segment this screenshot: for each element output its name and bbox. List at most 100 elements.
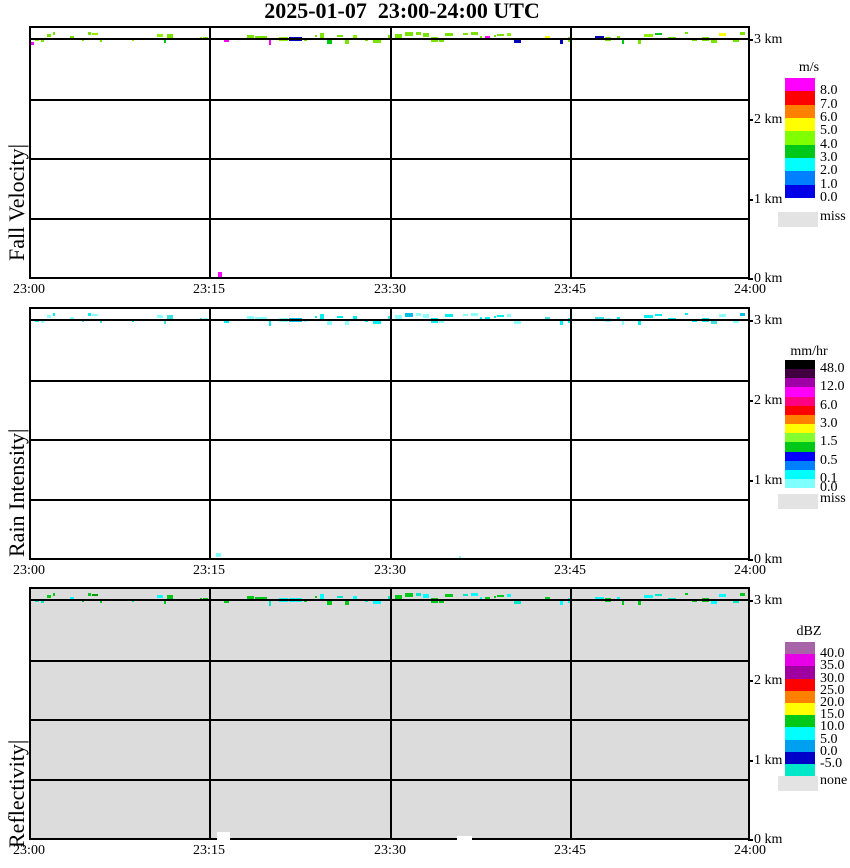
legend-miss-swatch [778,212,818,227]
x-tick-label: 24:00 [734,843,766,858]
echo-dot [388,596,390,599]
y-tick-label: 0 km [754,552,783,567]
legend-value-label: 8.0 [820,83,838,98]
legend-color-cell [785,118,815,131]
gridline-vertical [209,587,211,840]
echo-dot [327,40,332,44]
legend-miss-label: miss [820,491,846,506]
plot-border [29,26,750,279]
km-tick [748,480,753,482]
echo-dot [740,32,745,35]
gridline-vertical [209,26,211,279]
echo-dot [320,33,324,38]
legend-color-cell [785,145,815,158]
echo-dot [247,316,254,319]
x-tick-label: 23:45 [554,563,586,578]
echo-dot [560,320,563,325]
echo-dot [622,40,624,44]
legend-value-label: 48.0 [820,361,845,376]
echo-dot [471,32,478,35]
echo-dot [53,32,55,35]
legend-color-cell [785,740,815,752]
legend-value-label: -5.0 [820,756,843,771]
legend-value-label: 0.5 [820,453,838,468]
echo-dot [167,34,173,38]
km-tick [748,559,753,561]
legend-color-cell [785,387,815,397]
echo-dot [655,33,662,35]
echo-dot [47,34,51,37]
y-tick-label: 0 km [754,832,783,847]
echo-dot [53,313,55,316]
legend-miss-swatch [778,494,818,509]
legend-value-label: 30.0 [820,671,845,686]
echo-dot [327,321,332,325]
echo-dot [514,40,521,43]
gridline-horizontal [29,499,750,501]
km-tick [748,600,753,602]
echo-dot [692,320,697,322]
echo-dot [395,315,402,320]
echo-dot [255,317,267,319]
echo-dot [269,321,271,326]
gridline-horizontal [29,218,750,220]
echo-dot [719,33,726,36]
legend-color-cell [785,764,815,776]
legend-units-label: m/s [798,60,820,75]
x-tick-label: 23:00 [13,843,45,858]
gridline-vertical [390,307,392,560]
echo-dot [471,313,478,316]
x-tick-label: 23:15 [193,282,225,297]
legend-color-cell [785,397,815,406]
legend-color-cell [785,91,815,105]
gridline-3km [29,319,750,321]
echo-dot [88,32,91,35]
echo-dot [35,320,39,322]
legend-color-cell [785,415,815,424]
legend-units-label: dBZ [796,624,822,639]
echo-dot [53,593,55,596]
gridline-horizontal [29,660,750,662]
y-tick-label: 2 km [754,112,783,127]
legend-value-label: 6.0 [820,398,838,413]
echo-dot [622,601,624,605]
echo-dot [711,319,717,324]
x-tick-label: 23:15 [193,563,225,578]
gridline-3km [29,38,750,40]
data-gap [217,832,230,840]
gridline-3km [29,599,750,601]
echo-dot [395,34,402,39]
echo-dot [345,600,349,605]
echo-dot [337,35,343,37]
legend-value-label: 40.0 [820,646,845,661]
legend-miss-label: none [820,773,848,788]
echo-dot [315,596,317,598]
legend-miss-label: miss [820,209,846,224]
echo-dot [719,314,726,317]
x-tick-label: 24:00 [734,563,766,578]
echo-dot-outlier [31,42,34,45]
echo-dot-outlier [459,556,461,558]
echo-dot [507,33,511,36]
legend-color-cell [785,185,815,198]
legend-value-label: 3.0 [820,150,838,165]
echo-dot [167,595,173,599]
echo-dot [507,314,511,317]
x-tick-label: 23:30 [374,282,406,297]
echo-dot [423,314,429,318]
echo-dot [445,314,453,317]
echo-dot [494,35,496,37]
data-gap [457,836,472,841]
legend-value-label: 0.0 [820,480,838,495]
echo-dot [463,594,468,596]
legend-color-cell [785,369,815,378]
echo-dot [255,597,267,599]
echo-dot [423,594,429,598]
echo-dot [167,315,173,319]
gridline-horizontal [29,158,750,160]
fall-velocity-plot [29,26,753,280]
legend-color-cell [785,452,815,461]
echo-dot [545,36,550,39]
legend-value-label: 25.0 [820,683,845,698]
legend-value-label: 12.0 [820,379,845,394]
